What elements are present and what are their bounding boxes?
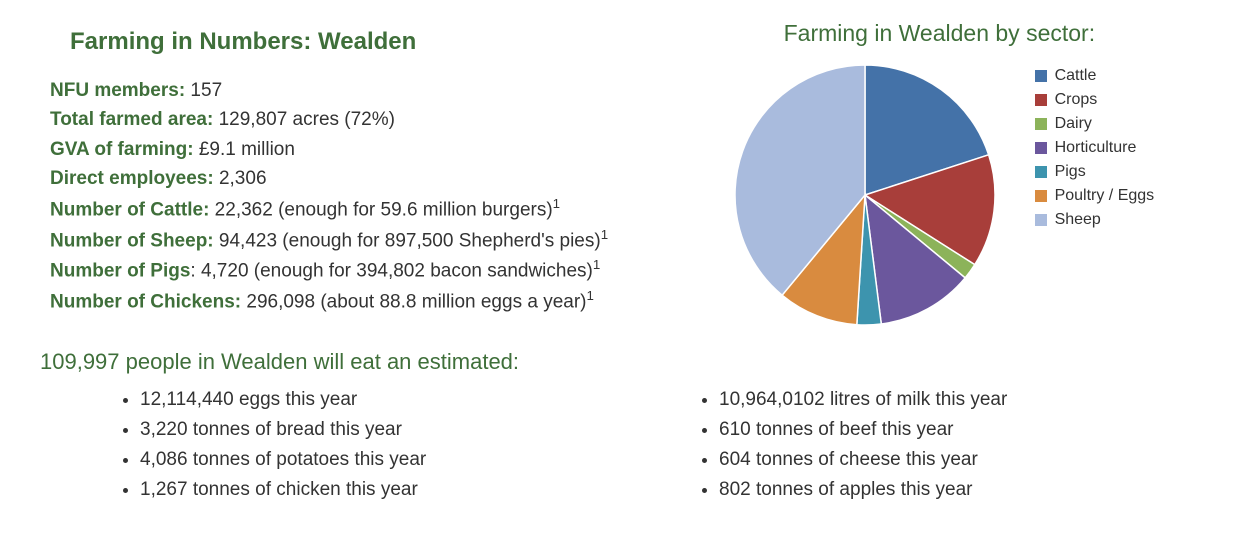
stat-row: Total farmed area: 129,807 acres (72%) — [50, 105, 661, 134]
legend-label: Horticulture — [1055, 139, 1137, 157]
stat-label: NFU members: — [50, 80, 185, 101]
stat-label: Number of Chickens: — [50, 291, 241, 312]
stat-value: £9.1 million — [194, 139, 295, 160]
stat-value: : 4,720 (enough for 394,802 bacon sandwi… — [190, 261, 592, 282]
consumption-lists: 12,114,440 eggs this year3,220 tonnes of… — [40, 385, 1198, 505]
stat-label: Number of Cattle: — [50, 199, 209, 220]
legend-swatch — [1035, 214, 1047, 226]
stat-value: 22,362 (enough for 59.6 million burgers) — [209, 199, 552, 220]
stat-row: Number of Cattle: 22,362 (enough for 59.… — [50, 194, 661, 225]
consumption-list-left: 12,114,440 eggs this year3,220 tonnes of… — [40, 385, 619, 505]
legend-item: Crops — [1035, 91, 1155, 109]
legend-label: Dairy — [1055, 115, 1092, 133]
chart-wrap: Cattle Crops Dairy Horticulture Pigs Poultry … — [681, 55, 1198, 335]
legend-item: Poultry / Eggs — [1035, 187, 1155, 205]
legend-swatch — [1035, 118, 1047, 130]
right-column: Farming in Wealden by sector: Cattle Crop… — [681, 20, 1198, 335]
consumption-item: 12,114,440 eggs this year — [140, 385, 619, 415]
footnote-marker: 1 — [593, 257, 600, 272]
stat-value: 129,807 acres (72%) — [213, 109, 395, 130]
consumption-item: 802 tonnes of apples this year — [719, 475, 1198, 505]
legend-swatch — [1035, 142, 1047, 154]
stat-value: 94,423 (enough for 897,500 Shepherd's pi… — [214, 230, 601, 251]
consumption-list-right: 10,964,0102 litres of milk this year610 … — [619, 385, 1198, 505]
legend-swatch — [1035, 190, 1047, 202]
footnote-marker: 1 — [586, 288, 593, 303]
stat-label: GVA of farming: — [50, 139, 194, 160]
pie-legend: Cattle Crops Dairy Horticulture Pigs Poultry … — [1035, 61, 1155, 235]
legend-item: Pigs — [1035, 163, 1155, 181]
stat-value: 296,098 (about 88.8 million eggs a year) — [241, 291, 586, 312]
stat-label: Number of Sheep: — [50, 230, 214, 251]
top-section: Farming in Numbers: Wealden NFU members:… — [40, 20, 1198, 335]
stat-value: 2,306 — [214, 168, 267, 189]
stat-label: Number of Pigs — [50, 261, 190, 282]
left-column: Farming in Numbers: Wealden NFU members:… — [40, 20, 681, 317]
stat-row: Number of Pigs: 4,720 (enough for 394,80… — [50, 255, 661, 286]
consumption-item: 604 tonnes of cheese this year — [719, 445, 1198, 475]
stats-list: NFU members: 157Total farmed area: 129,8… — [50, 76, 661, 317]
legend-swatch — [1035, 70, 1047, 82]
footnote-marker: 1 — [601, 227, 608, 242]
consumption-subhead: 109,997 people in Wealden will eat an es… — [40, 349, 1198, 375]
stat-row: GVA of farming: £9.1 million — [50, 135, 661, 164]
legend-label: Sheep — [1055, 211, 1101, 229]
stat-row: Number of Chickens: 296,098 (about 88.8 … — [50, 286, 661, 317]
legend-item: Horticulture — [1035, 139, 1155, 157]
legend-label: Cattle — [1055, 67, 1097, 85]
consumption-item: 1,267 tonnes of chicken this year — [140, 475, 619, 505]
legend-item: Sheep — [1035, 211, 1155, 229]
legend-swatch — [1035, 94, 1047, 106]
stat-row: Number of Sheep: 94,423 (enough for 897,… — [50, 225, 661, 256]
legend-label: Pigs — [1055, 163, 1086, 181]
consumption-item: 10,964,0102 litres of milk this year — [719, 385, 1198, 415]
consumption-item: 3,220 tonnes of bread this year — [140, 415, 619, 445]
stat-row: Direct employees: 2,306 — [50, 164, 661, 193]
legend-item: Cattle — [1035, 67, 1155, 85]
chart-title: Farming in Wealden by sector: — [681, 20, 1198, 47]
legend-label: Crops — [1055, 91, 1098, 109]
stat-value: 157 — [185, 80, 222, 101]
legend-swatch — [1035, 166, 1047, 178]
footnote-marker: 1 — [553, 196, 560, 211]
legend-item: Dairy — [1035, 115, 1155, 133]
stat-row: NFU members: 157 — [50, 76, 661, 105]
consumption-item: 4,086 tonnes of potatoes this year — [140, 445, 619, 475]
page-title: Farming in Numbers: Wealden — [70, 28, 661, 56]
legend-label: Poultry / Eggs — [1055, 187, 1155, 205]
stat-label: Direct employees: — [50, 168, 214, 189]
stat-label: Total farmed area: — [50, 109, 213, 130]
consumption-item: 610 tonnes of beef this year — [719, 415, 1198, 445]
pie-chart — [725, 55, 1005, 335]
